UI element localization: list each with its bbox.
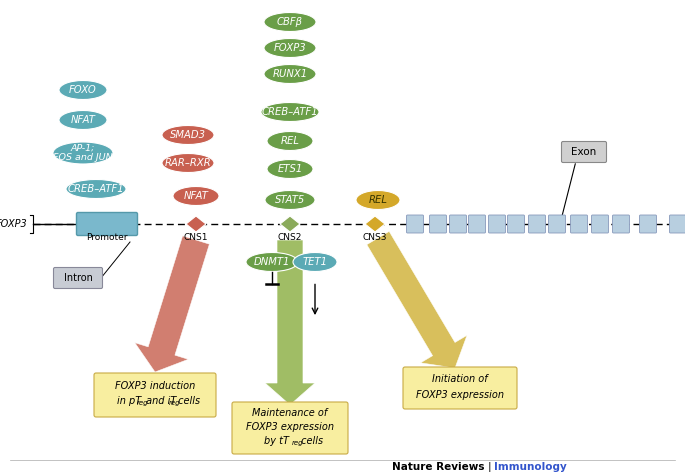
- Text: RAR–RXR: RAR–RXR: [164, 158, 212, 168]
- Text: FOXP3 induction: FOXP3 induction: [115, 381, 195, 391]
- Ellipse shape: [356, 191, 400, 210]
- Text: NFAT: NFAT: [184, 191, 208, 201]
- Ellipse shape: [264, 39, 316, 58]
- Ellipse shape: [59, 81, 107, 100]
- Text: Promoter: Promoter: [86, 234, 127, 243]
- Text: CNS3: CNS3: [363, 234, 387, 243]
- Text: FOXO: FOXO: [69, 85, 97, 95]
- Text: STAT5: STAT5: [275, 195, 305, 205]
- Ellipse shape: [264, 65, 316, 84]
- Text: AP-1;
FOS and JUN: AP-1; FOS and JUN: [53, 143, 113, 162]
- Polygon shape: [366, 231, 467, 368]
- Text: Immunology: Immunology: [494, 462, 566, 472]
- FancyBboxPatch shape: [571, 215, 588, 233]
- FancyBboxPatch shape: [612, 215, 630, 233]
- Text: in pT: in pT: [117, 396, 141, 406]
- Text: |: |: [488, 462, 492, 472]
- Ellipse shape: [162, 153, 214, 172]
- Ellipse shape: [66, 179, 126, 199]
- Text: reg: reg: [169, 401, 181, 406]
- Text: reg: reg: [137, 401, 149, 406]
- FancyBboxPatch shape: [403, 367, 517, 409]
- Text: FOXP3 expression: FOXP3 expression: [246, 422, 334, 432]
- FancyBboxPatch shape: [94, 373, 216, 417]
- Text: Exon: Exon: [571, 147, 597, 157]
- Text: FOXP3 expression: FOXP3 expression: [416, 390, 504, 400]
- FancyBboxPatch shape: [669, 215, 685, 233]
- Text: REL: REL: [280, 136, 299, 146]
- Polygon shape: [186, 216, 206, 232]
- Ellipse shape: [267, 160, 313, 178]
- FancyBboxPatch shape: [406, 215, 423, 233]
- Ellipse shape: [261, 102, 319, 121]
- Text: TET1: TET1: [303, 257, 327, 267]
- Text: FOXP3: FOXP3: [274, 43, 306, 53]
- Ellipse shape: [59, 110, 107, 129]
- Text: REL: REL: [369, 195, 388, 205]
- Text: reg: reg: [292, 440, 303, 447]
- FancyBboxPatch shape: [640, 215, 656, 233]
- Text: and iT: and iT: [143, 396, 176, 406]
- Ellipse shape: [162, 126, 214, 144]
- Text: CREB–ATF1: CREB–ATF1: [262, 107, 319, 117]
- FancyBboxPatch shape: [429, 215, 447, 233]
- FancyBboxPatch shape: [529, 215, 545, 233]
- Text: ETS1: ETS1: [277, 164, 303, 174]
- Ellipse shape: [53, 142, 113, 164]
- Ellipse shape: [246, 253, 298, 271]
- Text: Initiation of: Initiation of: [432, 374, 488, 384]
- Text: FOXP3: FOXP3: [0, 219, 27, 229]
- FancyBboxPatch shape: [562, 142, 606, 162]
- Text: CNS2: CNS2: [278, 234, 302, 243]
- FancyBboxPatch shape: [449, 215, 466, 233]
- Text: SMAD3: SMAD3: [170, 130, 206, 140]
- Text: cells: cells: [175, 396, 200, 406]
- Polygon shape: [365, 216, 385, 232]
- Text: Intron: Intron: [64, 273, 92, 283]
- Text: NFAT: NFAT: [71, 115, 95, 125]
- Text: by tT: by tT: [264, 436, 289, 446]
- Polygon shape: [280, 216, 300, 232]
- Ellipse shape: [265, 191, 315, 210]
- Ellipse shape: [293, 253, 337, 271]
- Text: DNMT1: DNMT1: [254, 257, 290, 267]
- Text: CNS1: CNS1: [184, 234, 208, 243]
- FancyBboxPatch shape: [488, 215, 506, 233]
- FancyBboxPatch shape: [508, 215, 525, 233]
- Polygon shape: [135, 236, 210, 372]
- Text: cells: cells: [298, 436, 323, 446]
- Ellipse shape: [267, 132, 313, 151]
- FancyBboxPatch shape: [77, 212, 138, 236]
- Ellipse shape: [173, 186, 219, 205]
- FancyBboxPatch shape: [53, 268, 103, 288]
- Text: CREB–ATF1: CREB–ATF1: [68, 184, 124, 194]
- Text: CBFβ: CBFβ: [277, 17, 303, 27]
- FancyBboxPatch shape: [549, 215, 566, 233]
- Ellipse shape: [264, 12, 316, 32]
- FancyBboxPatch shape: [592, 215, 608, 233]
- Polygon shape: [265, 240, 315, 405]
- FancyBboxPatch shape: [469, 215, 486, 233]
- Text: Maintenance of: Maintenance of: [252, 408, 327, 418]
- Text: RUNX1: RUNX1: [273, 69, 308, 79]
- FancyBboxPatch shape: [232, 402, 348, 454]
- Text: Nature Reviews: Nature Reviews: [393, 462, 485, 472]
